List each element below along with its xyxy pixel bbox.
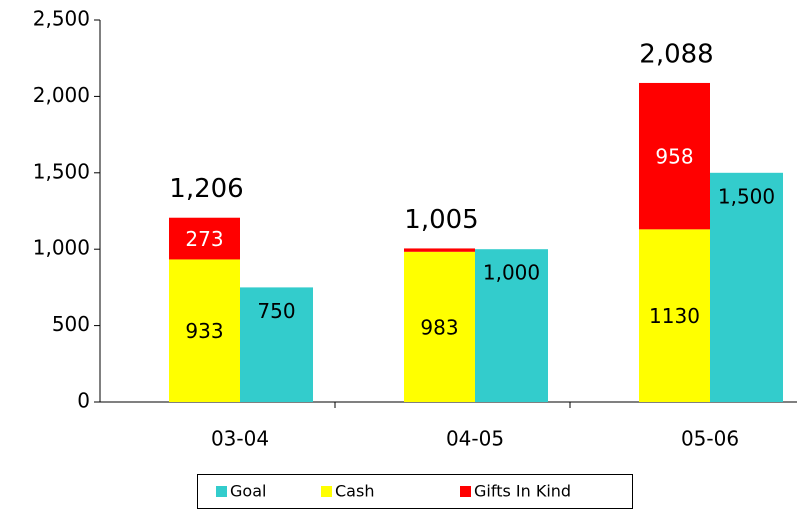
bar-segment xyxy=(404,248,475,252)
legend: Goal Cash Gifts In Kind xyxy=(197,474,633,509)
bar-segment xyxy=(169,259,240,402)
total-label: 1,005 xyxy=(404,205,478,235)
data-label: 1,500 xyxy=(718,184,775,208)
legend-swatch xyxy=(216,486,227,497)
data-label: 1130 xyxy=(649,304,700,328)
y-tick-label: 1,500 xyxy=(33,159,90,183)
legend-swatch xyxy=(460,486,471,497)
bar-segment xyxy=(404,251,475,402)
y-tick-label: 0 xyxy=(77,389,90,413)
x-tick-label: 03-04 xyxy=(211,427,269,451)
legend-box xyxy=(197,474,633,509)
x-tick-label: 05-06 xyxy=(681,427,739,451)
goal-bar xyxy=(475,249,548,402)
y-tick-label: 500 xyxy=(52,312,90,336)
data-label: 1,000 xyxy=(483,261,540,285)
legend-label: Goal xyxy=(230,482,266,501)
legend-label: Gifts In Kind xyxy=(474,482,571,501)
legend-swatch xyxy=(321,486,332,497)
total-label: 2,088 xyxy=(639,39,713,69)
bar-segment xyxy=(639,229,710,402)
data-label: 933 xyxy=(185,319,223,343)
y-tick-label: 1,000 xyxy=(33,236,90,260)
goal-bar xyxy=(240,287,313,402)
data-label: 983 xyxy=(420,315,458,339)
bar-segment xyxy=(169,217,240,260)
data-label: 750 xyxy=(257,299,295,323)
data-label: 958 xyxy=(655,145,693,169)
y-tick-label: 2,500 xyxy=(33,7,90,31)
data-label: 273 xyxy=(185,227,223,251)
bar-segment xyxy=(639,82,710,230)
x-tick-label: 04-05 xyxy=(446,427,504,451)
goal-bar xyxy=(710,172,783,402)
total-label: 1,206 xyxy=(169,174,243,204)
legend-label: Cash xyxy=(335,482,374,501)
data-label: 22 xyxy=(371,243,396,267)
y-tick-label: 2,000 xyxy=(33,83,90,107)
